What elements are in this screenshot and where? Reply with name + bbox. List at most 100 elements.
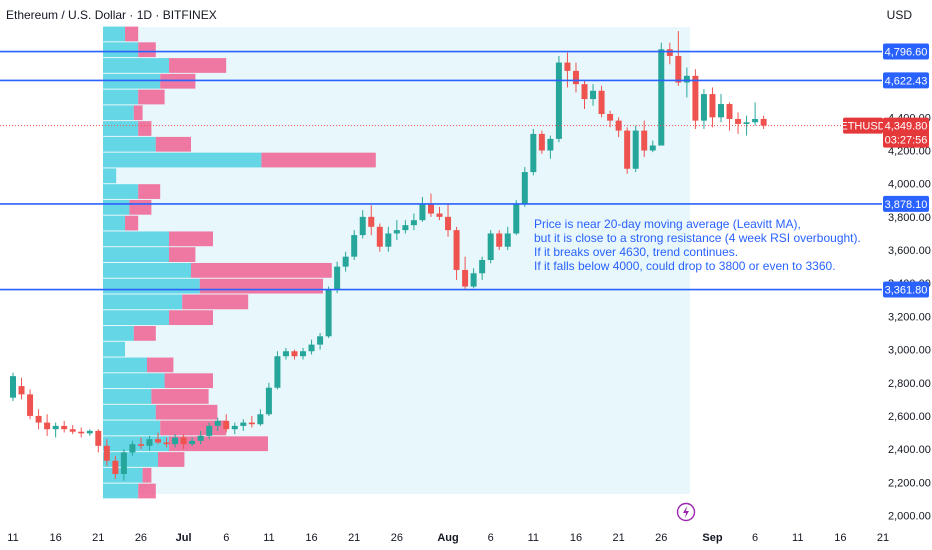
candle xyxy=(649,140,656,153)
candle xyxy=(752,102,759,126)
candle-body xyxy=(240,422,247,426)
horizontal-levels[interactable] xyxy=(0,50,882,291)
candle-body xyxy=(555,62,562,139)
volume-profile-down-bar xyxy=(138,121,152,136)
candle xyxy=(385,226,392,252)
volume-profile-up-bar xyxy=(103,278,200,294)
level-price-tag xyxy=(883,195,929,212)
volume-profile-down-bar xyxy=(261,152,376,168)
volume-profile-up-bar xyxy=(103,326,134,341)
candles xyxy=(10,31,767,481)
volume-profile-down-bar xyxy=(169,310,213,326)
x-axis[interactable]: 11 16 21 26 Jul 6 11 16 21 26 Aug 6 11 16 21 26 Sep 6 11 16… xyxy=(7,532,889,544)
candle-body xyxy=(86,430,93,434)
candle xyxy=(513,200,520,236)
candle-body xyxy=(445,216,452,231)
candle xyxy=(35,409,42,430)
candle-body xyxy=(368,216,375,227)
candle xyxy=(95,429,102,453)
volume-profile-up-bar xyxy=(103,404,156,420)
volume-profile-down-bar xyxy=(129,199,152,215)
candle-body xyxy=(564,62,571,71)
candle-body xyxy=(112,460,119,475)
candle xyxy=(436,206,443,221)
y-tick-label: 2,000.00 xyxy=(888,510,931,522)
chart-title: Ethereum / U.S. Dollar · 1D · BITFINEX xyxy=(6,8,217,22)
volume-profile-up-bar xyxy=(103,310,169,326)
candle-body xyxy=(35,415,42,423)
candle xyxy=(317,332,324,350)
candle xyxy=(427,193,434,217)
x-tick-label: 26 xyxy=(391,532,403,544)
candle-body xyxy=(282,351,289,357)
y-tick-label: 3,200.00 xyxy=(888,311,931,323)
candle-body xyxy=(462,269,469,287)
candle xyxy=(402,220,409,234)
candle-body xyxy=(393,230,400,234)
candle-body xyxy=(376,226,383,247)
candle xyxy=(675,31,682,86)
candle xyxy=(120,449,127,481)
candle xyxy=(547,135,554,159)
current-price-label: 4,349.80 xyxy=(885,121,928,133)
candle xyxy=(709,87,716,128)
x-tick-label: 21 xyxy=(348,532,360,544)
candle xyxy=(555,55,562,143)
candle-body xyxy=(325,289,332,337)
x-tick-label: 11 xyxy=(792,532,803,544)
candle-body xyxy=(274,356,281,388)
candle-body xyxy=(189,440,196,445)
candle xyxy=(564,52,571,88)
candle-body xyxy=(146,439,153,446)
candle xyxy=(163,437,170,448)
candle-body xyxy=(709,94,716,118)
x-tick-label: Sep xyxy=(702,532,722,544)
candle xyxy=(61,420,68,433)
candle-body xyxy=(581,84,588,100)
candle xyxy=(376,223,383,252)
annotation-text[interactable]: Price is near 20-day moving average (Lea… xyxy=(534,217,861,273)
x-tick-label: 11 xyxy=(528,532,539,544)
currency-label[interactable]: USD xyxy=(886,8,912,22)
candle-body xyxy=(700,94,707,121)
y-axis[interactable]: 4,400.004,200.004,000.003,800.003,600.00… xyxy=(888,112,931,522)
lightning-icon[interactable] xyxy=(676,502,696,522)
candle-body xyxy=(52,425,59,430)
y-tick-label: 4,200.00 xyxy=(888,146,931,158)
y-tick-label: 3,600.00 xyxy=(888,245,931,257)
annotation-line: If it falls below 4000, could drop to 38… xyxy=(534,259,836,273)
candle-body xyxy=(487,233,494,260)
candle xyxy=(658,42,665,146)
candle xyxy=(479,256,486,280)
candle-body xyxy=(27,394,34,416)
candle xyxy=(726,102,733,131)
candle-body xyxy=(385,233,392,247)
candle-body xyxy=(683,75,690,83)
candle xyxy=(180,434,187,450)
symbol-tag-label: ETHUSD xyxy=(840,121,885,133)
volume-profile-down-bar xyxy=(182,294,249,310)
volume-profile-down-bar xyxy=(138,89,165,105)
candle xyxy=(44,414,51,436)
volume-profile-up-bar xyxy=(103,26,125,42)
candle-body xyxy=(598,90,605,115)
candle-body xyxy=(513,203,520,234)
candle-body xyxy=(521,172,528,204)
candle xyxy=(52,422,59,438)
candle-body xyxy=(265,387,272,415)
candle-body xyxy=(317,336,324,345)
level-price-tag xyxy=(883,43,929,60)
x-tick-label: 6 xyxy=(488,532,494,544)
volume-profile-up-bar xyxy=(103,168,117,184)
candle xyxy=(496,230,503,251)
level-price-tag xyxy=(883,281,929,298)
candle-body xyxy=(18,386,25,395)
x-tick-label: 16 xyxy=(50,532,62,544)
volume-profile-up-bar xyxy=(103,58,169,73)
candle xyxy=(410,213,417,231)
candle xyxy=(368,205,375,236)
candle-body xyxy=(752,118,759,123)
candle-body xyxy=(206,425,213,436)
candle xyxy=(146,435,153,451)
